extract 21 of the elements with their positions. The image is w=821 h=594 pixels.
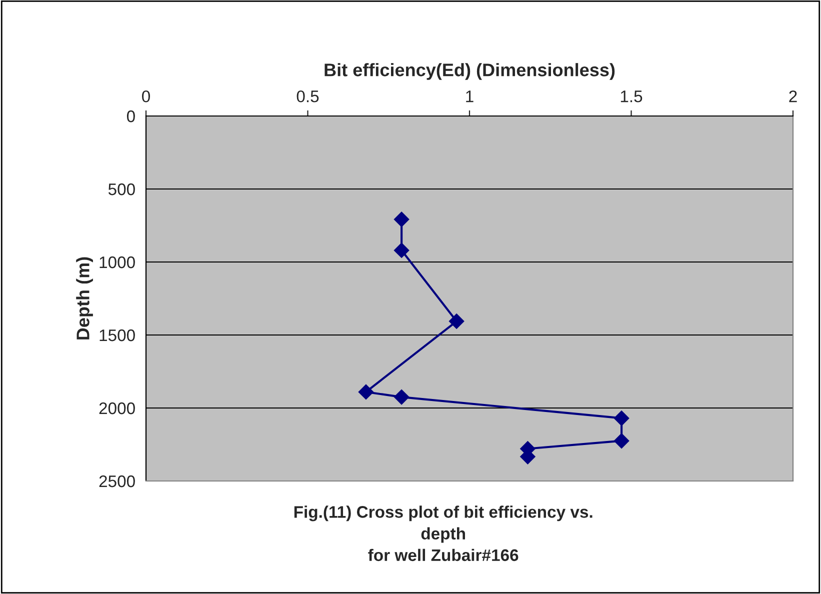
x-axis-title: Bit efficiency(Ed) (Dimensionless) xyxy=(324,63,615,80)
x-tick-label: 0 xyxy=(142,90,150,102)
y-tick-label: 1000 xyxy=(100,256,135,268)
point xyxy=(448,314,464,329)
point xyxy=(394,212,410,227)
text: Fig.(11) Cross plot of bit efficiency vs. depth for well Zubair#166 xyxy=(294,506,592,562)
x-tick-label: 1.5 xyxy=(620,90,642,102)
point xyxy=(394,242,410,258)
point xyxy=(614,410,630,426)
y-tick-label: 1500 xyxy=(100,329,135,342)
x-tick-label: 1 xyxy=(466,90,474,102)
point xyxy=(358,384,374,400)
y-tick-label: 0 xyxy=(126,110,135,122)
x-tick-label: 0.5 xyxy=(296,90,319,102)
y-tick-label: 2000 xyxy=(99,402,135,414)
y-tick-label: 2500 xyxy=(99,475,135,488)
point xyxy=(614,433,630,448)
y-axis-title: Depth (m) xyxy=(76,257,93,340)
point xyxy=(394,389,410,405)
y-tick-label: 500 xyxy=(108,183,135,196)
x-tick-label: 2 xyxy=(789,90,797,102)
